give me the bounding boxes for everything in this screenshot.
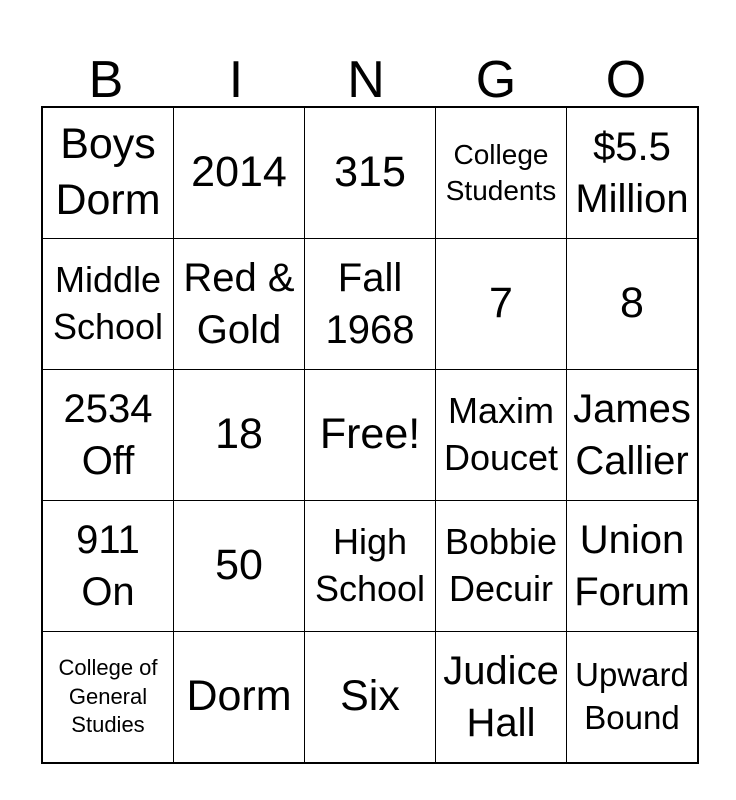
- bingo-cell-r1c2[interactable]: 2014: [173, 106, 305, 239]
- bingo-cell-r5c1[interactable]: College of General Studies: [41, 631, 174, 764]
- bingo-grid-body: Boys Dorm 2014 315 College Students $5.5 Mil…: [41, 106, 699, 764]
- bingo-row-2: Middle School Red & Gold Fall 1968 7 8: [41, 238, 699, 370]
- bingo-grid: Boys Dorm 2014 315 College Students $5.5 Mil…: [41, 106, 699, 764]
- bingo-letter-i: I: [228, 51, 244, 109]
- bingo-row-1: Boys Dorm 2014 315 College Students $5.5 Mil…: [41, 106, 699, 239]
- bingo-row-5: College of General Studies Dorm Six Judice …: [41, 631, 699, 764]
- bingo-cell-r2c4[interactable]: 7: [435, 238, 567, 370]
- bingo-cell-r4c3[interactable]: High School: [304, 500, 436, 632]
- bingo-letter-o: O: [605, 51, 647, 109]
- bingo-cell-r5c2[interactable]: Dorm: [173, 631, 305, 764]
- bingo-cell-r3c2[interactable]: 18: [173, 369, 305, 501]
- bingo-cell-r5c5[interactable]: Upward Bound: [566, 631, 699, 764]
- bingo-cell-r3c4[interactable]: Maxim Doucet: [435, 369, 567, 501]
- bingo-cell-r1c3[interactable]: 315: [304, 106, 436, 239]
- bingo-cell-r5c3[interactable]: Six: [304, 631, 436, 764]
- bingo-cell-free[interactable]: Free!: [304, 369, 436, 501]
- bingo-row-4: 911 On 50 High School Bobbie Decuir Union Fo…: [41, 500, 699, 632]
- bingo-cell-r5c4[interactable]: Judice Hall: [435, 631, 567, 764]
- bingo-cell-r1c5[interactable]: $5.5 Million: [566, 106, 699, 239]
- bingo-cell-r4c1[interactable]: 911 On: [41, 500, 174, 632]
- bingo-letter-g: G: [475, 51, 517, 109]
- bingo-cell-r4c5[interactable]: Union Forum: [566, 500, 699, 632]
- bingo-cell-r2c3[interactable]: Fall 1968: [304, 238, 436, 370]
- bingo-cell-r3c5[interactable]: James Callier: [566, 369, 699, 501]
- bingo-letter-b: B: [88, 51, 124, 109]
- bingo-letter-n: N: [347, 51, 385, 109]
- bingo-cell-r2c2[interactable]: Red & Gold: [173, 238, 305, 370]
- bingo-cell-r1c1[interactable]: Boys Dorm: [41, 106, 174, 239]
- bingo-cell-r4c4[interactable]: Bobbie Decuir: [435, 500, 567, 632]
- bingo-row-3: 2534 Off 18 Free! Maxim Doucet James Callier: [41, 369, 699, 501]
- bingo-cell-r4c2[interactable]: 50: [173, 500, 305, 632]
- bingo-cell-r3c1[interactable]: 2534 Off: [41, 369, 174, 501]
- bingo-cell-r2c5[interactable]: 8: [566, 238, 699, 370]
- bingo-cell-r2c1[interactable]: Middle School: [41, 238, 174, 370]
- bingo-cell-r1c4[interactable]: College Students: [435, 106, 567, 239]
